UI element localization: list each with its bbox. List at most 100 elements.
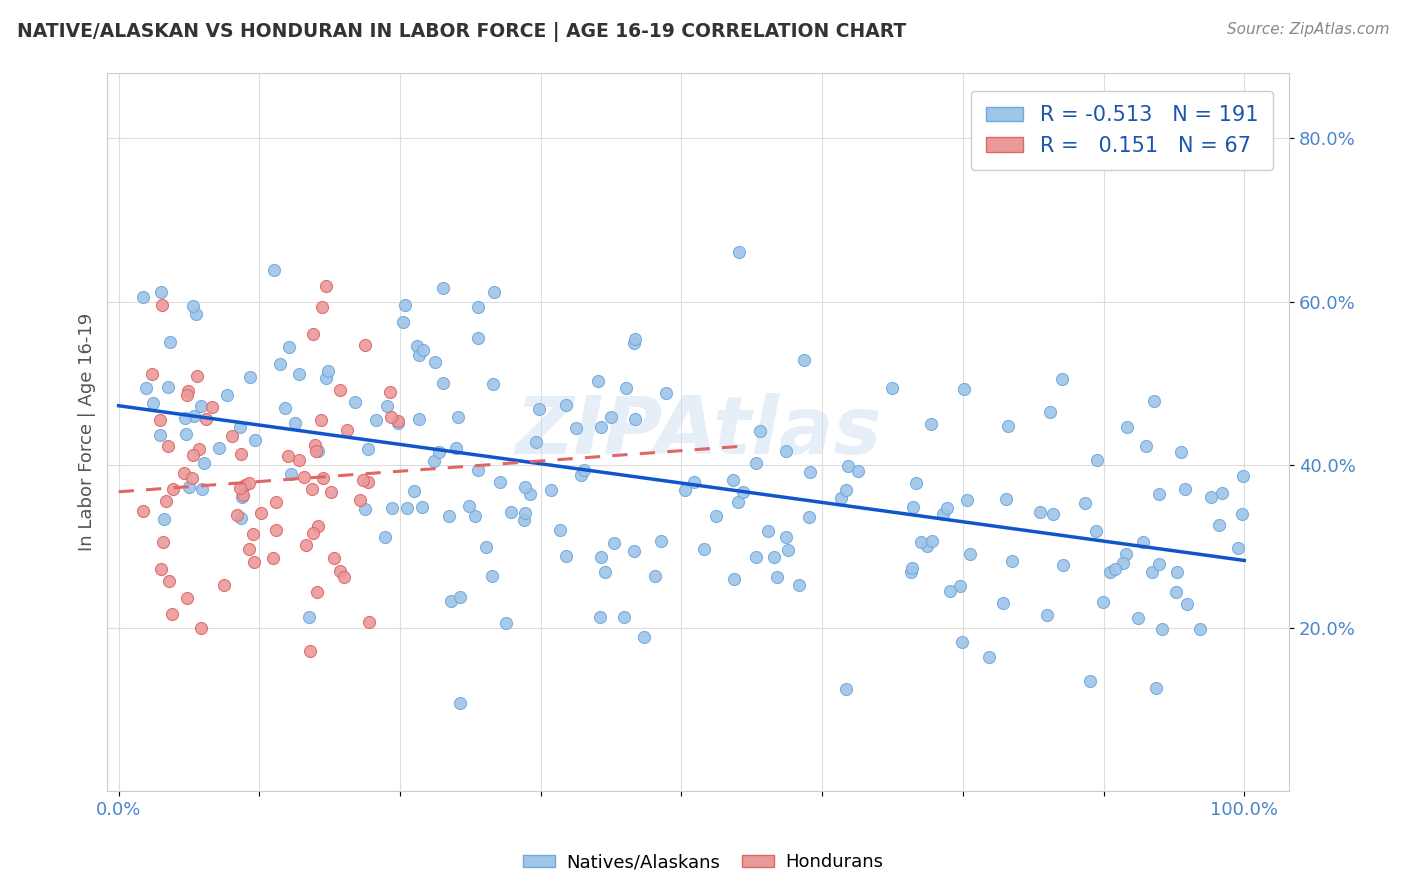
Point — [727, 495, 749, 509]
Point — [190, 400, 212, 414]
Point — [613, 610, 636, 624]
Point — [353, 502, 375, 516]
Point — [329, 384, 352, 398]
Point — [799, 465, 821, 479]
Point — [232, 488, 254, 502]
Point — [1174, 482, 1197, 496]
Point — [467, 331, 489, 345]
Point — [1039, 405, 1062, 419]
Point — [181, 300, 204, 314]
Point — [481, 568, 503, 582]
Point — [1208, 517, 1230, 532]
Point — [633, 630, 655, 644]
Point — [1211, 486, 1233, 500]
Point — [221, 428, 243, 442]
Point — [408, 411, 430, 425]
Point — [307, 444, 329, 458]
Point — [344, 395, 367, 409]
Point — [315, 279, 337, 293]
Point — [274, 401, 297, 415]
Point — [1188, 623, 1211, 637]
Point — [1098, 565, 1121, 579]
Point — [515, 480, 537, 494]
Point — [623, 543, 645, 558]
Point — [323, 550, 346, 565]
Point — [149, 413, 172, 427]
Point — [395, 501, 418, 516]
Point — [1177, 597, 1199, 611]
Point — [432, 281, 454, 295]
Point — [299, 644, 322, 658]
Point — [207, 441, 229, 455]
Point — [157, 380, 180, 394]
Point — [155, 494, 177, 508]
Point — [593, 566, 616, 580]
Point — [1150, 622, 1173, 636]
Point — [467, 463, 489, 477]
Point — [1036, 607, 1059, 622]
Point — [229, 420, 252, 434]
Point — [277, 449, 299, 463]
Legend: Natives/Alaskans, Hondurans: Natives/Alaskans, Hondurans — [516, 847, 890, 879]
Point — [775, 530, 797, 544]
Point — [449, 591, 471, 605]
Point — [1164, 585, 1187, 599]
Point — [1166, 565, 1188, 579]
Point — [380, 409, 402, 424]
Point — [1115, 547, 1137, 561]
Point — [830, 491, 852, 505]
Point — [352, 473, 374, 487]
Point — [141, 368, 163, 382]
Point — [540, 483, 562, 497]
Point — [176, 388, 198, 402]
Point — [226, 508, 249, 523]
Point — [229, 446, 252, 460]
Point — [512, 513, 534, 527]
Point — [931, 507, 953, 521]
Point — [449, 697, 471, 711]
Point — [447, 410, 470, 425]
Point — [1143, 393, 1166, 408]
Point — [242, 526, 264, 541]
Point — [301, 482, 323, 496]
Point — [488, 475, 510, 489]
Text: ZIPAtlas: ZIPAtlas — [515, 393, 882, 471]
Point — [329, 564, 352, 578]
Point — [159, 334, 181, 349]
Point — [387, 414, 409, 428]
Point — [336, 423, 359, 437]
Point — [150, 298, 173, 312]
Point — [589, 420, 612, 434]
Point — [380, 384, 402, 399]
Point — [905, 476, 928, 491]
Point — [995, 491, 1018, 506]
Point — [744, 550, 766, 565]
Point — [302, 326, 325, 341]
Point — [288, 453, 311, 467]
Point — [142, 396, 165, 410]
Point — [693, 541, 716, 556]
Point — [294, 538, 316, 552]
Point — [1104, 562, 1126, 576]
Point — [1132, 535, 1154, 549]
Point — [1074, 496, 1097, 510]
Point — [263, 263, 285, 277]
Point — [758, 524, 780, 538]
Point — [444, 441, 467, 455]
Point — [475, 540, 498, 554]
Point — [776, 542, 799, 557]
Point — [387, 416, 409, 430]
Point — [555, 398, 578, 412]
Point — [603, 536, 626, 550]
Point — [233, 478, 256, 492]
Point — [616, 381, 638, 395]
Point — [315, 370, 337, 384]
Point — [728, 244, 751, 259]
Point — [439, 509, 461, 524]
Point — [150, 562, 173, 576]
Point — [572, 463, 595, 477]
Point — [1078, 674, 1101, 689]
Point — [356, 475, 378, 489]
Point — [1052, 558, 1074, 572]
Point — [316, 364, 339, 378]
